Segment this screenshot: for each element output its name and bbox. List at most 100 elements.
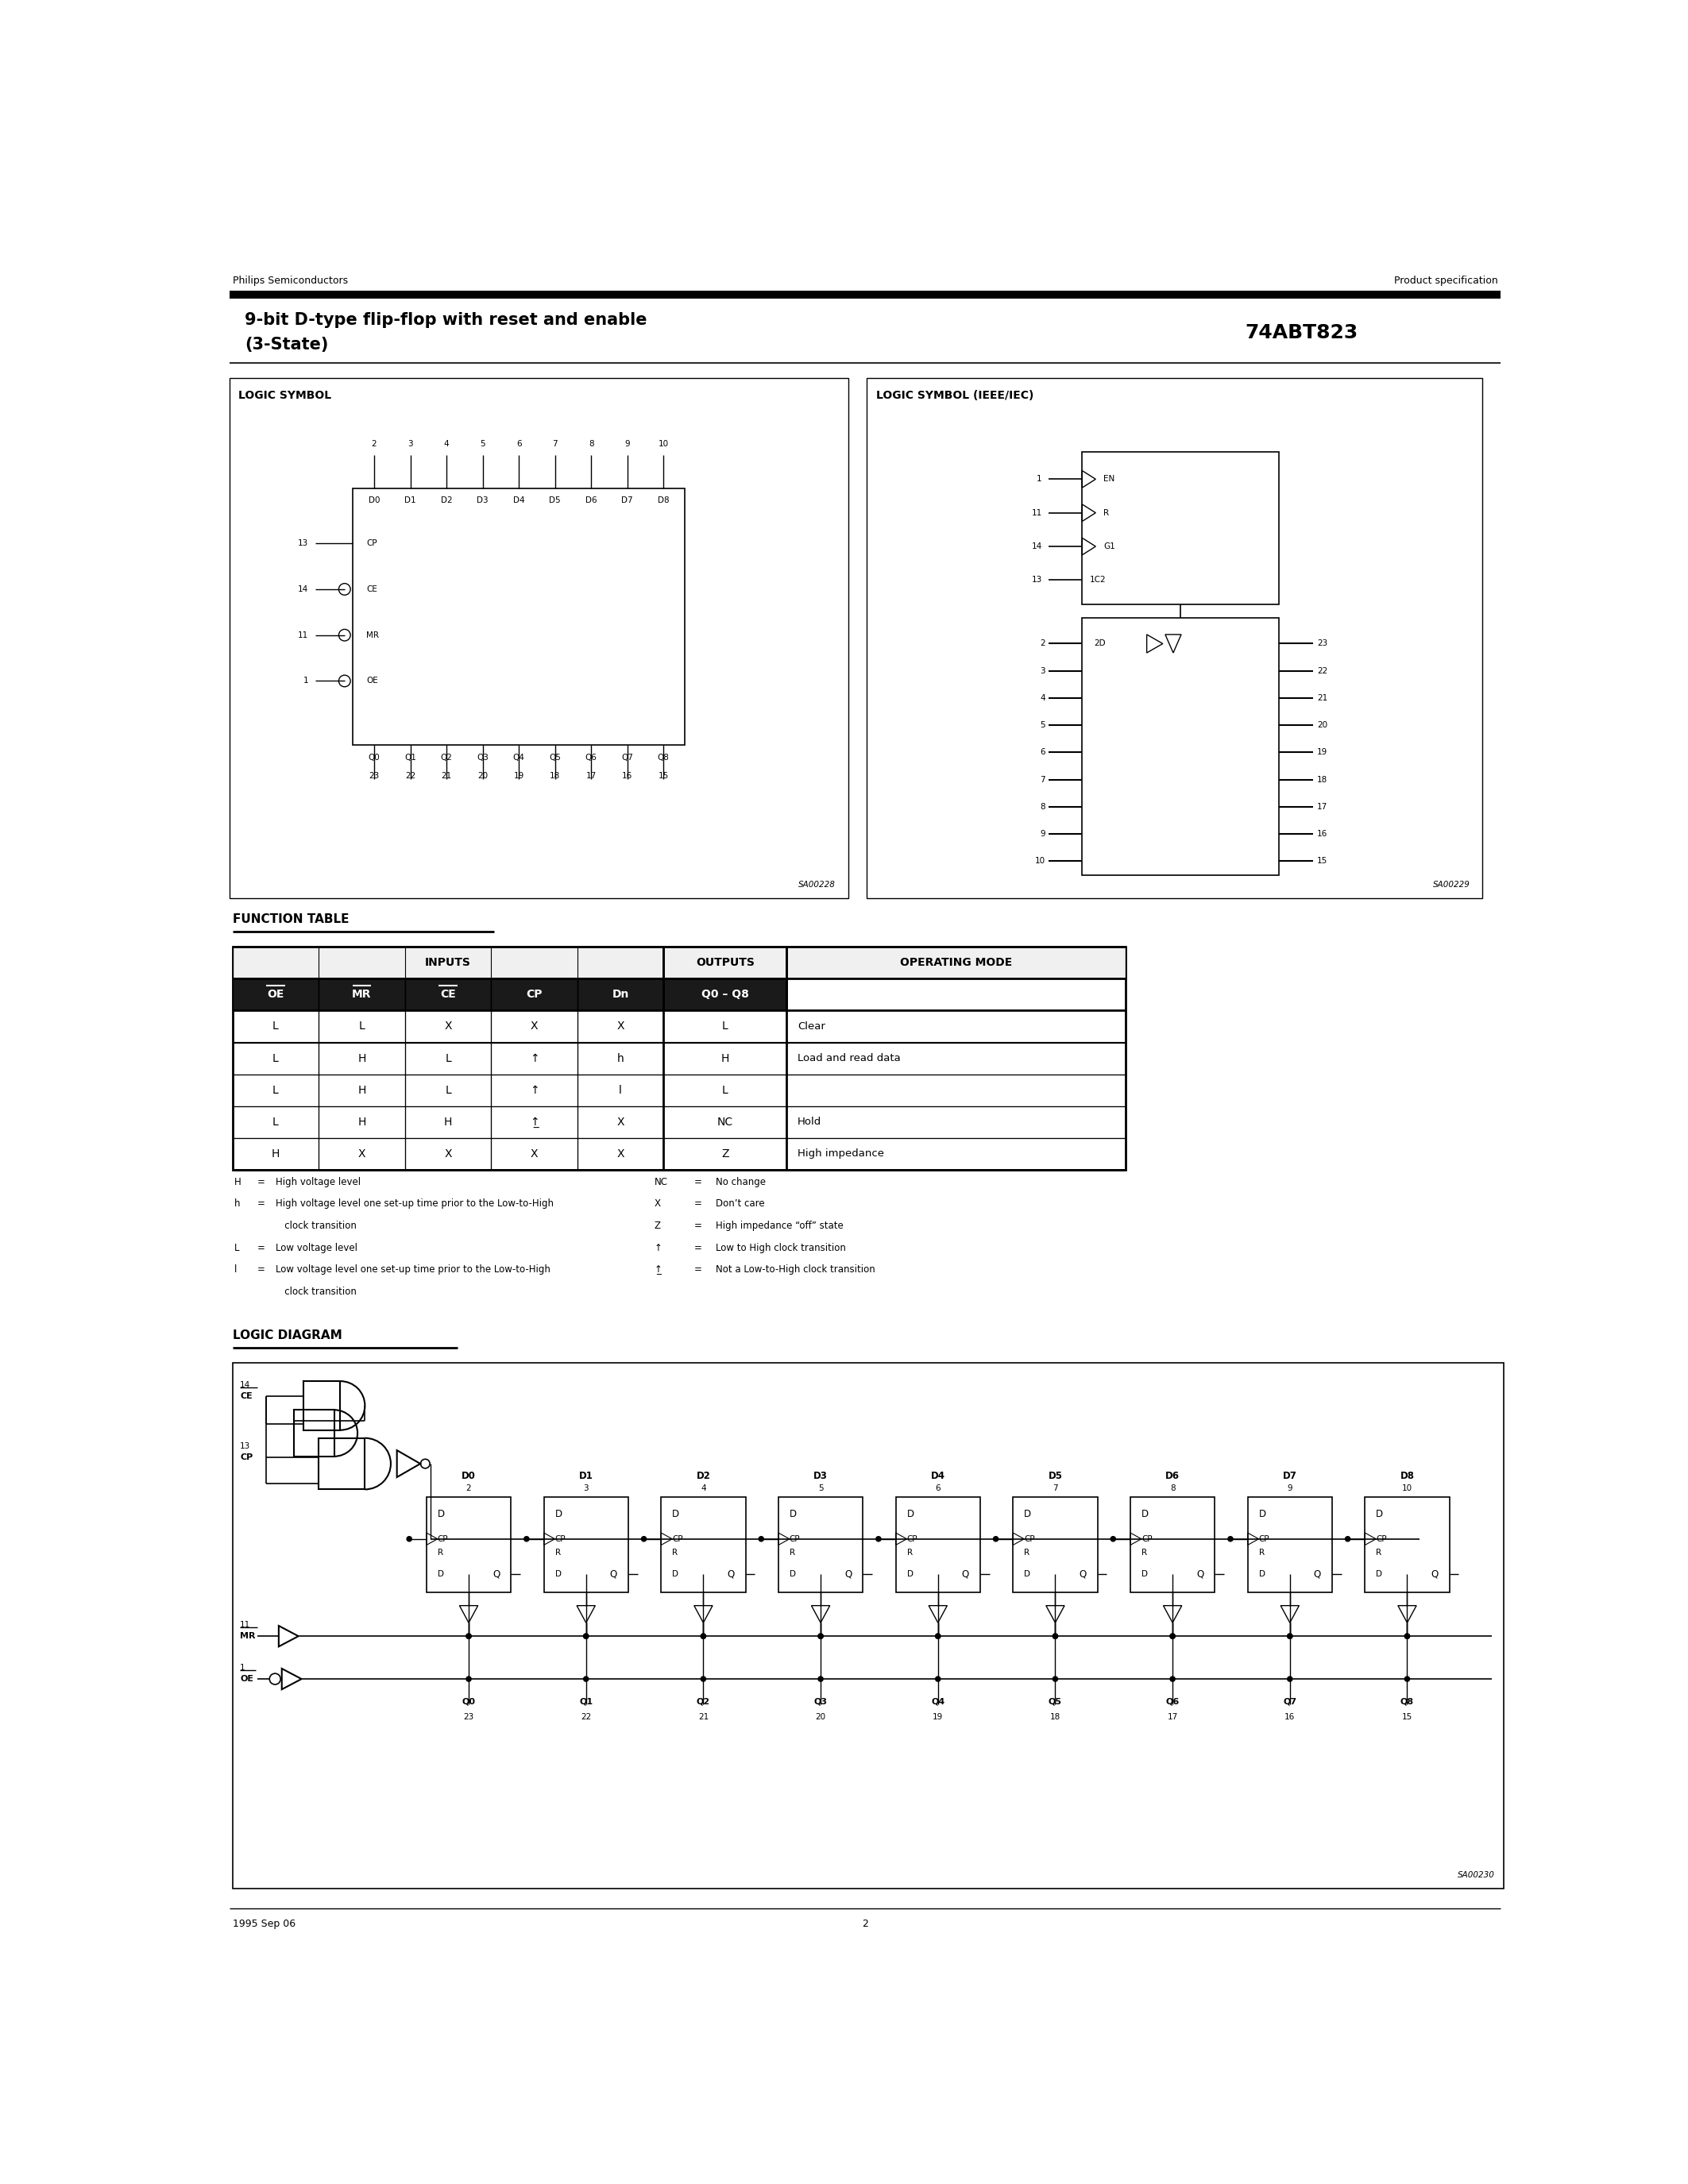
- Text: R: R: [1259, 1548, 1264, 1557]
- Text: No change: No change: [716, 1177, 766, 1186]
- Text: R: R: [672, 1548, 679, 1557]
- Text: 23: 23: [370, 771, 380, 780]
- Bar: [233, 948, 663, 978]
- Circle shape: [466, 1634, 471, 1638]
- Bar: [787, 948, 1126, 978]
- Text: D5: D5: [549, 496, 560, 505]
- Circle shape: [1170, 1677, 1175, 1682]
- Text: D: D: [906, 1570, 913, 1577]
- Text: ↑̲: ↑̲: [530, 1116, 538, 1127]
- Circle shape: [584, 1634, 589, 1638]
- Circle shape: [584, 1677, 589, 1682]
- Text: L: L: [272, 1116, 279, 1127]
- Circle shape: [1288, 1634, 1293, 1638]
- Text: 2D: 2D: [1094, 640, 1106, 649]
- Text: Q6: Q6: [586, 753, 598, 762]
- Text: 15: 15: [1317, 858, 1328, 865]
- Text: Q: Q: [1079, 1568, 1087, 1579]
- Bar: [577, 1011, 663, 1042]
- Text: 2: 2: [371, 441, 376, 448]
- Circle shape: [641, 1538, 647, 1542]
- Text: 15: 15: [658, 771, 668, 780]
- Text: 2: 2: [1040, 640, 1045, 649]
- Text: 17: 17: [586, 771, 596, 780]
- Text: D: D: [437, 1509, 446, 1520]
- Bar: [427, 1498, 511, 1592]
- Text: D: D: [790, 1570, 795, 1577]
- Circle shape: [819, 1634, 824, 1638]
- Bar: [319, 1042, 405, 1075]
- Bar: [319, 978, 405, 1011]
- Text: D2: D2: [441, 496, 452, 505]
- Text: 20: 20: [1317, 721, 1328, 729]
- Circle shape: [993, 1538, 998, 1542]
- Text: D4: D4: [930, 1470, 945, 1481]
- Bar: [405, 1138, 491, 1171]
- Text: Q6: Q6: [1166, 1697, 1180, 1706]
- Text: 20: 20: [815, 1712, 825, 1721]
- Text: 18: 18: [1317, 775, 1328, 784]
- Text: Q: Q: [728, 1568, 734, 1579]
- Text: 14: 14: [240, 1382, 250, 1389]
- Text: Z: Z: [655, 1221, 660, 1232]
- Bar: [787, 1011, 1126, 1042]
- Text: D: D: [672, 1570, 679, 1577]
- Circle shape: [1053, 1677, 1058, 1682]
- Bar: [544, 1498, 628, 1592]
- Text: Q1: Q1: [405, 753, 417, 762]
- Text: D5: D5: [1048, 1470, 1062, 1481]
- Text: SA00229: SA00229: [1433, 880, 1470, 889]
- Text: D: D: [1376, 1570, 1382, 1577]
- Text: 14: 14: [297, 585, 309, 594]
- Text: D6: D6: [586, 496, 598, 505]
- Bar: [319, 1105, 405, 1138]
- Text: 10: 10: [1403, 1485, 1413, 1492]
- Bar: [233, 1363, 1504, 1889]
- Text: X: X: [530, 1149, 538, 1160]
- Text: ↑: ↑: [530, 1085, 538, 1096]
- Text: Q2: Q2: [697, 1697, 711, 1706]
- Text: CP: CP: [527, 989, 542, 1000]
- Text: CP: CP: [1025, 1535, 1035, 1542]
- Circle shape: [819, 1677, 824, 1682]
- Text: Q0: Q0: [463, 1697, 476, 1706]
- Text: D8: D8: [1399, 1470, 1415, 1481]
- Text: OE: OE: [366, 677, 378, 686]
- Text: H: H: [444, 1116, 452, 1127]
- Text: LOGIC SYMBOL (IEEE/IEC): LOGIC SYMBOL (IEEE/IEC): [876, 389, 1033, 402]
- Text: Q: Q: [1197, 1568, 1204, 1579]
- Text: High voltage level one set-up time prior to the Low-to-High: High voltage level one set-up time prior…: [275, 1199, 554, 1210]
- Bar: [1131, 1498, 1215, 1592]
- Text: CP: CP: [1141, 1535, 1153, 1542]
- Circle shape: [466, 1634, 471, 1638]
- Text: H: H: [358, 1053, 366, 1064]
- Bar: [319, 1075, 405, 1105]
- Text: 11: 11: [1031, 509, 1041, 518]
- Circle shape: [1170, 1634, 1175, 1638]
- Bar: [577, 1105, 663, 1138]
- Text: ↑: ↑: [655, 1243, 662, 1254]
- Text: D3: D3: [476, 496, 488, 505]
- Bar: [663, 1105, 787, 1138]
- Text: 7: 7: [1053, 1485, 1058, 1492]
- Text: 10: 10: [1035, 858, 1045, 865]
- Bar: [577, 978, 663, 1011]
- Text: CP: CP: [240, 1455, 253, 1461]
- Text: Q8: Q8: [658, 753, 670, 762]
- Bar: [1082, 618, 1280, 876]
- Text: ↑: ↑: [530, 1053, 538, 1064]
- Bar: [787, 1042, 1126, 1075]
- Bar: [491, 1042, 577, 1075]
- Text: 6: 6: [517, 441, 522, 448]
- Text: 1: 1: [240, 1664, 245, 1673]
- Text: 2: 2: [863, 1920, 868, 1928]
- Bar: [491, 1075, 577, 1105]
- Text: NC: NC: [717, 1116, 733, 1127]
- Text: 4: 4: [444, 441, 449, 448]
- Text: h: h: [616, 1053, 625, 1064]
- Bar: [319, 1437, 365, 1489]
- Text: 4: 4: [1040, 695, 1045, 701]
- Text: MR: MR: [366, 631, 378, 640]
- Circle shape: [1345, 1538, 1350, 1542]
- Text: High impedance “off” state: High impedance “off” state: [716, 1221, 844, 1232]
